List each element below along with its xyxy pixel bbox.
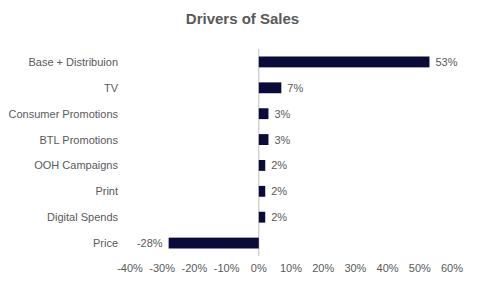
data-label: 2% [271, 185, 287, 197]
category-label: Price [93, 237, 118, 249]
category-label: Digital Spends [47, 211, 118, 223]
category-axis-line [258, 49, 259, 256]
chart-svg: Drivers of Sales -40% -30% -20% -10% 0% 10% 20%… [0, 0, 481, 289]
x-tick-label: 40% [377, 262, 399, 274]
x-tick-label: -40% [117, 262, 143, 274]
bar [259, 108, 269, 119]
chart-title: Drivers of Sales [186, 10, 299, 27]
data-label: 3% [274, 134, 290, 146]
data-label: 7% [287, 82, 303, 94]
chart-container: Drivers of Sales -40% -30% -20% -10% 0% 10% 20%… [0, 0, 481, 289]
data-label: -28% [137, 237, 163, 249]
x-tick-label: -10% [214, 262, 240, 274]
data-label: 2% [271, 159, 287, 171]
x-tick-label: 10% [280, 262, 302, 274]
bar [259, 57, 430, 68]
x-tick-label: 50% [409, 262, 431, 274]
category-label: Print [95, 185, 118, 197]
data-label: 2% [271, 211, 287, 223]
category-label: TV [104, 82, 119, 94]
data-label: 3% [274, 108, 290, 120]
data-label: 53% [435, 56, 457, 68]
category-label: OOH Campaigns [34, 159, 118, 171]
x-tick-label: 0% [251, 262, 267, 274]
bar [259, 186, 265, 197]
x-tick-label: 30% [344, 262, 366, 274]
category-label: BTL Promotions [40, 134, 119, 146]
category-label: Base + Distribuion [28, 56, 118, 68]
x-tick-label: -20% [182, 262, 208, 274]
x-tick-label: 60% [441, 262, 463, 274]
bar [259, 82, 282, 93]
bar [259, 160, 265, 171]
bar [259, 134, 269, 145]
category-label: Consumer Promotions [9, 108, 119, 120]
x-tick-label: 20% [312, 262, 334, 274]
bars [169, 57, 430, 249]
bar [259, 212, 265, 223]
x-tick-label: -30% [149, 262, 175, 274]
bar [169, 238, 259, 249]
